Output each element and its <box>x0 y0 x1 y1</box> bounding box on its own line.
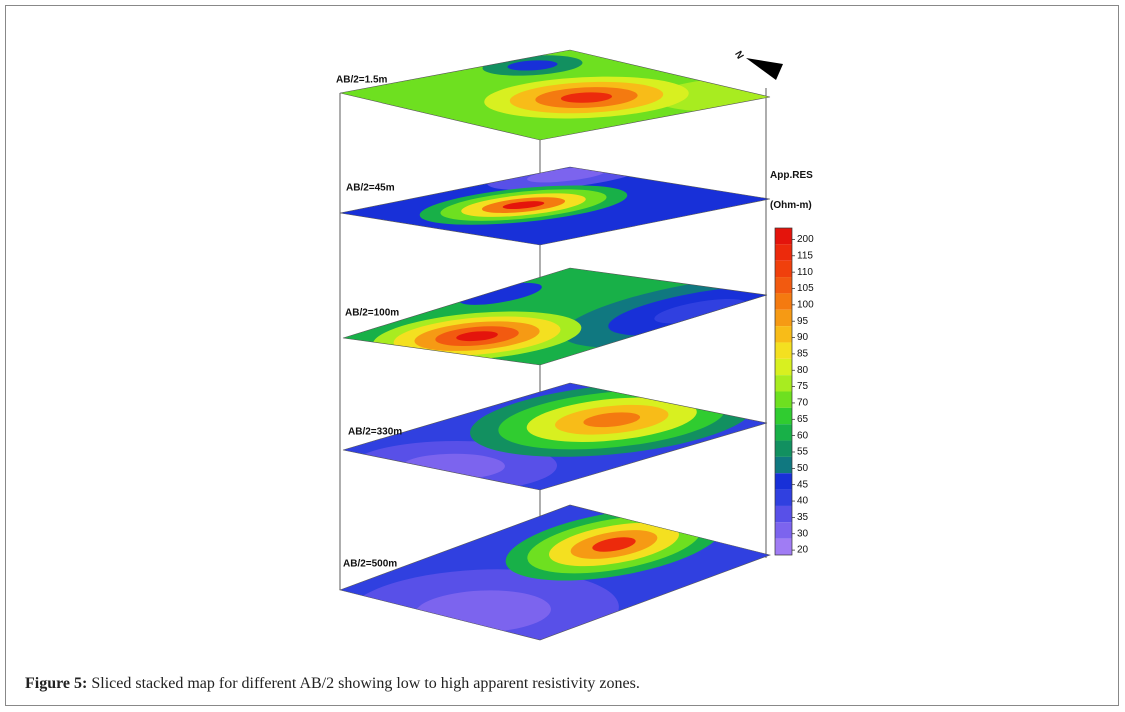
colorbar-label: 55 <box>797 447 809 458</box>
colorbar-label: 85 <box>797 349 809 360</box>
contour-zone <box>458 282 542 305</box>
colorbar-cell <box>775 391 792 408</box>
slice-label: AB/2=1.5m <box>336 75 388 86</box>
slice-map <box>340 167 770 245</box>
colorbar-cell <box>775 342 792 359</box>
colorbar-cell <box>775 473 792 490</box>
slice <box>340 167 770 245</box>
slice-label: AB/2=500m <box>343 559 397 570</box>
colorbar-cell <box>775 309 792 327</box>
contour-zone <box>592 537 636 552</box>
colorbar-label: 80 <box>797 365 809 376</box>
compass-label: N <box>732 49 745 61</box>
slice-map <box>343 268 767 365</box>
colorbar-cell <box>775 244 792 261</box>
caption-text: Sliced stacked map for different AB/2 sh… <box>91 675 639 692</box>
colorbar-label: 110 <box>797 267 813 278</box>
colorbar-label: 50 <box>797 463 809 474</box>
contour-zone <box>527 167 607 183</box>
slice <box>343 268 767 365</box>
slices: AB/2=1.5m AB/2=45m AB/2=100m AB/2=330m AB/2=… <box>336 49 772 641</box>
colorbar-label: 20 <box>797 545 809 556</box>
colorbar-cell <box>775 375 792 392</box>
colorbar-label: 115 <box>797 250 813 261</box>
colorbar: 200 115 110 105 100 95 90 85 80 75 70 65 60 55 50 45 40 3… <box>774 227 814 556</box>
colorbar-label: 200 <box>797 234 814 245</box>
contour-zone <box>456 331 498 342</box>
colorbar-cell <box>775 505 792 523</box>
contour-zone <box>507 60 558 71</box>
colorbar-outline <box>774 227 793 556</box>
slice-outline <box>339 166 771 246</box>
slice-label: AB/2=45m <box>346 183 395 194</box>
colorbar-cell <box>775 424 792 441</box>
colorbar-unit: (Ohm-m) <box>770 200 812 211</box>
colorbar-label: 100 <box>797 299 814 310</box>
slice-outline <box>338 504 772 641</box>
colorbar-label: 70 <box>797 398 809 409</box>
slice-outline <box>339 49 771 141</box>
colorbar-cell <box>775 522 792 539</box>
slice-label: AB/2=100m <box>345 308 399 319</box>
colorbar-label: 30 <box>797 528 809 539</box>
colorbar-cell <box>775 489 792 506</box>
compass: N <box>732 49 783 80</box>
colorbar-cell <box>775 293 792 310</box>
colorbar-label: 95 <box>797 316 809 327</box>
colorbar-label: 90 <box>797 332 809 343</box>
contour-zone <box>502 201 545 210</box>
slice-outline <box>342 382 768 491</box>
contour-zone <box>583 412 641 428</box>
colorbar-label: 40 <box>797 496 809 507</box>
caption: Figure 5: Sliced stacked map for differe… <box>25 675 640 692</box>
contour-zone <box>560 92 613 103</box>
colorbar-cell <box>775 358 792 376</box>
caption-label: Figure 5: <box>25 675 87 692</box>
contour-zone <box>654 298 747 324</box>
colorbar-cell <box>775 440 792 457</box>
colorbar-cell <box>775 228 792 245</box>
colorbar-cell <box>775 456 792 474</box>
colorbar-label: 75 <box>797 381 809 392</box>
slice-outline <box>342 267 768 366</box>
colorbar-title: App.RES <box>770 170 813 181</box>
colorbar-label: 65 <box>797 414 809 425</box>
contour-zone <box>653 77 770 112</box>
colorbar-label: 60 <box>797 430 809 441</box>
slice-map <box>340 50 770 140</box>
colorbar-cell <box>775 277 792 294</box>
colorbar-cell <box>775 407 792 425</box>
slice <box>340 50 770 140</box>
colorbar-label: 35 <box>797 512 809 523</box>
slice-label: AB/2=330m <box>348 427 402 438</box>
colorbar-label: 45 <box>797 479 809 490</box>
colorbar-cell <box>775 260 792 278</box>
colorbar-cell <box>775 538 792 555</box>
colorbar-cell <box>775 326 792 343</box>
colorbar-label: 105 <box>797 283 814 294</box>
